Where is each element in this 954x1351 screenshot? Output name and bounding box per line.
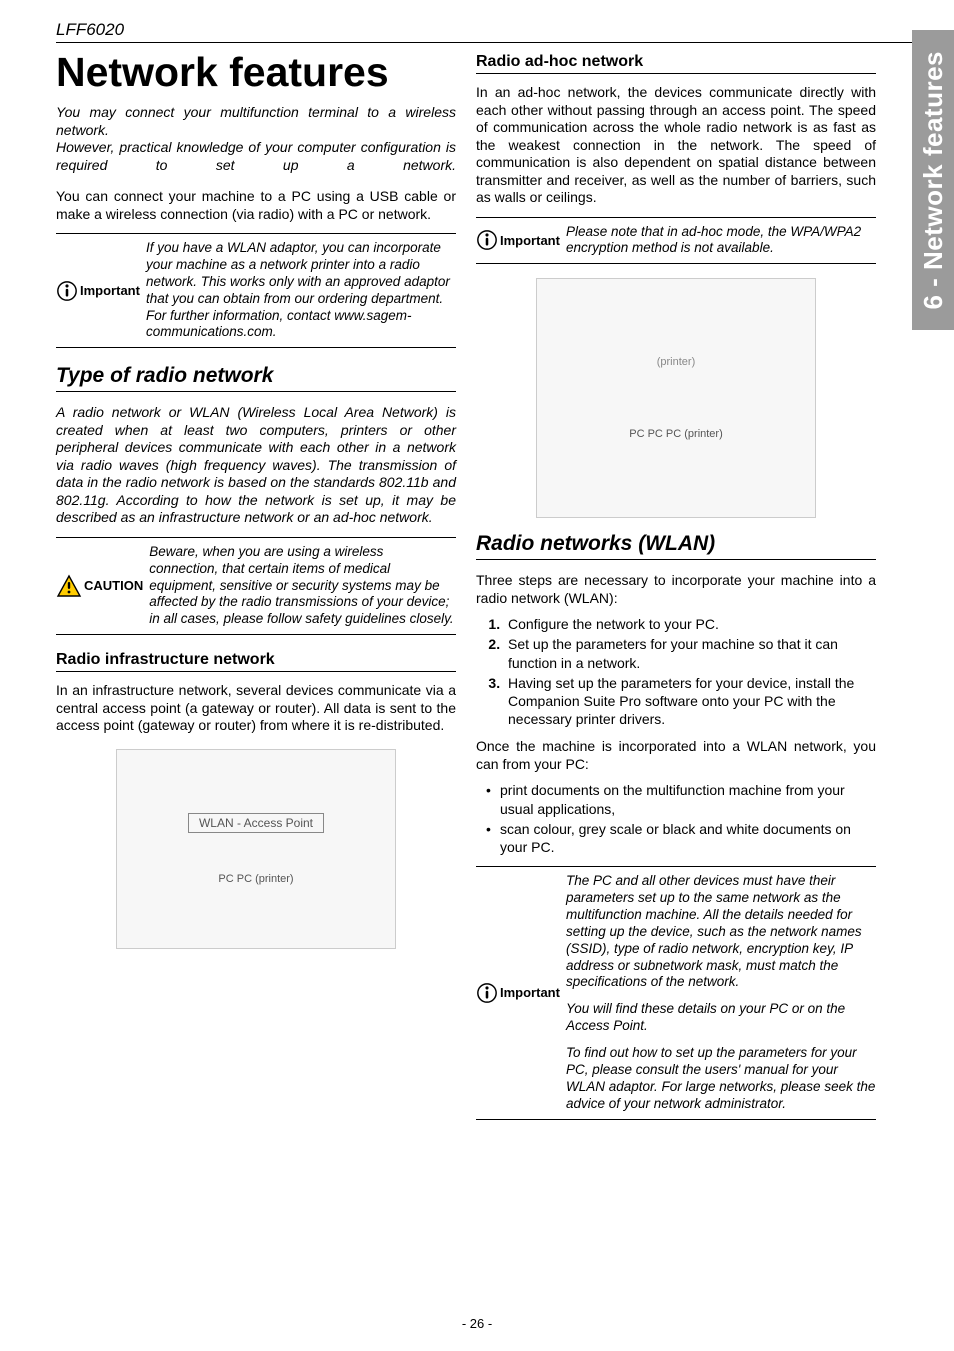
- wlan-important-note: Important The PC and all other devices m…: [476, 866, 876, 1119]
- infra-diagram-label: WLAN - Access Point: [188, 813, 324, 833]
- header-model: LFF6020: [56, 20, 914, 43]
- important-label-2: Important: [500, 233, 560, 248]
- important-icon: [476, 229, 498, 251]
- wlan-step-2: Set up the parameters for your machine s…: [504, 635, 876, 671]
- adhoc-diagram-printer: (printer): [657, 356, 696, 368]
- intro-p1: You may connect your multifunction termi…: [56, 104, 456, 139]
- adhoc-body: In an ad-hoc network, the devices commun…: [476, 84, 876, 207]
- important-icon: [56, 280, 78, 302]
- infra-heading: Radio infrastructure network: [56, 651, 456, 672]
- important-icon-group: Important: [56, 280, 140, 302]
- chapter-tab-text: 6 - Network features: [918, 51, 949, 310]
- wlan-steps: Configure the network to your PC. Set up…: [504, 615, 876, 728]
- important-icon-group-2: Important: [476, 229, 560, 251]
- adhoc-diagram-sub: PC PC PC (printer): [629, 428, 723, 440]
- wlan-note-p2: You will find these details on your PC o…: [566, 1001, 876, 1035]
- connect-text: You can connect your machine to a PC usi…: [56, 188, 456, 223]
- wlan-heading: Radio networks (WLAN): [476, 532, 876, 560]
- wlan-bullet-2: scan colour, grey scale or black and whi…: [486, 820, 876, 856]
- infra-body: In an infrastructure network, several de…: [56, 682, 456, 735]
- important-label-3: Important: [500, 985, 560, 1000]
- wlan-note-p3: To find out how to set up the parameters…: [566, 1045, 876, 1113]
- important-label: Important: [80, 283, 140, 298]
- chapter-tab: 6 - Network features: [912, 30, 954, 330]
- infra-diagram-sub: PC PC (printer): [218, 873, 293, 885]
- page-number: - 26 -: [0, 1316, 954, 1331]
- type-body: A radio network or WLAN (Wireless Local …: [56, 404, 456, 527]
- wlan-step-3: Having set up the parameters for your de…: [504, 674, 876, 729]
- adhoc-important-text: Please note that in ad-hoc mode, the WPA…: [566, 224, 876, 258]
- infra-diagram: WLAN - Access Point PC PC (printer): [116, 749, 396, 949]
- type-heading: Type of radio network: [56, 364, 456, 392]
- important-text-1: If you have a WLAN adaptor, you can inco…: [146, 240, 456, 341]
- right-column: Radio ad-hoc network In an ad-hoc networ…: [476, 49, 876, 1136]
- caution-icon-group: CAUTION: [56, 574, 143, 598]
- adhoc-heading: Radio ad-hoc network: [476, 53, 876, 74]
- wlan-step-1: Configure the network to your PC.: [504, 615, 876, 633]
- page-title: Network features: [56, 49, 456, 96]
- important-note-1: Important If you have a WLAN adaptor, yo…: [56, 233, 456, 348]
- wlan-important-text: The PC and all other devices must have t…: [566, 873, 876, 1112]
- left-column: Network features You may connect your mu…: [56, 49, 456, 1136]
- caution-note: CAUTION Beware, when you are using a wir…: [56, 537, 456, 635]
- caution-icon: [56, 574, 82, 598]
- caution-text: Beware, when you are using a wireless co…: [149, 544, 456, 628]
- wlan-bullet-1: print documents on the multifunction mac…: [486, 781, 876, 817]
- wlan-bullets: print documents on the multifunction mac…: [486, 781, 876, 856]
- intro-paragraph: You may connect your multifunction termi…: [56, 104, 456, 174]
- wlan-intro: Three steps are necessary to incorporate…: [476, 572, 876, 607]
- important-icon: [476, 982, 498, 1004]
- caution-label: CAUTION: [84, 578, 143, 593]
- wlan-after: Once the machine is incorporated into a …: [476, 738, 876, 773]
- wlan-note-p1: The PC and all other devices must have t…: [566, 873, 876, 991]
- important-icon-group-3: Important: [476, 982, 560, 1004]
- adhoc-diagram: (printer) PC PC PC (printer): [536, 278, 816, 518]
- intro-p2: However, practical knowledge of your com…: [56, 139, 456, 174]
- adhoc-important-note: Important Please note that in ad-hoc mod…: [476, 217, 876, 265]
